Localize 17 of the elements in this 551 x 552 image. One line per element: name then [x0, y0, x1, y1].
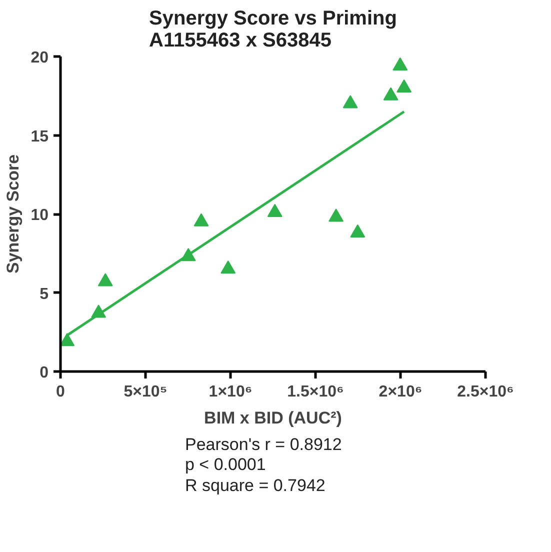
chart-title: Synergy Score vs Priming A1155463 x S63845	[149, 8, 397, 52]
text: R square = 0.7942	[185, 476, 326, 495]
x-tick-label: 1.5×10⁶	[287, 384, 344, 400]
x-tick-label: 0	[56, 384, 66, 400]
y-tick-label: 15	[30, 128, 49, 146]
text: p < 0.0001	[185, 455, 266, 474]
x-tick-label: 1×10⁶	[208, 384, 252, 400]
x-axis-title: BIM x BID (AUC²)	[204, 408, 342, 428]
y-tick-label: 0	[40, 364, 49, 382]
x-tick-label: 2.5×10⁶	[457, 384, 514, 400]
y-axis-title: Synergy Score	[4, 154, 23, 274]
y-tick-label: 10	[30, 207, 49, 224]
y-tick-label: 5	[40, 286, 49, 303]
text: Pearson's r = 0.8912	[185, 435, 342, 454]
x-tick-label: 5×10⁵	[124, 384, 168, 400]
y-tick-label: 20	[30, 50, 49, 66]
x-tick-label: 2×10⁶	[378, 384, 422, 400]
